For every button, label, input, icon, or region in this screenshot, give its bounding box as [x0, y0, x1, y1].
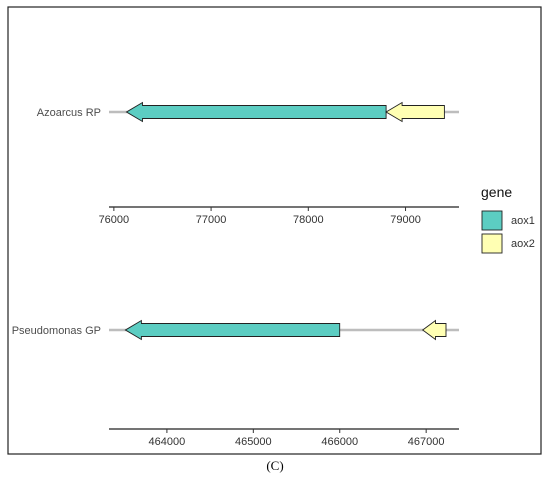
panel-bottom: Pseudomonas GP 464000 465000 466000 4670…: [12, 319, 459, 448]
gene-arrow-aox2: [421, 319, 447, 341]
x-tick-label: 77000: [196, 214, 227, 226]
gene-arrow-aox1: [125, 101, 387, 123]
x-axis-ticks: 464000 465000 466000 467000: [149, 429, 445, 448]
track-label: Pseudomonas GP: [12, 325, 101, 337]
x-tick-label: 467000: [408, 436, 445, 448]
x-tick-label: 79000: [390, 214, 421, 226]
panel-top: Azoarcus RP 76000 77000 78000 79000: [37, 101, 459, 226]
x-tick-label: 76000: [99, 214, 130, 226]
legend-swatch-aox1: [481, 210, 503, 231]
x-tick-label: 78000: [293, 214, 324, 226]
x-axis-ticks: 76000 77000 78000 79000: [99, 207, 421, 226]
track-label: Azoarcus RP: [37, 107, 101, 119]
figure-caption: (C): [266, 458, 283, 473]
gene-arrow-aox1: [124, 319, 341, 341]
legend-title: gene: [481, 184, 512, 200]
plot-frame: [7, 6, 542, 455]
legend-label-aox1: aox1: [511, 215, 535, 227]
gene-arrow-aox2: [385, 101, 445, 123]
legend: gene aox1 aox2: [481, 184, 535, 254]
x-tick-label: 466000: [321, 436, 358, 448]
x-tick-label: 465000: [235, 436, 272, 448]
x-tick-label: 464000: [149, 436, 186, 448]
legend-label-aox2: aox2: [511, 238, 535, 250]
legend-swatch-aox2: [481, 233, 503, 254]
